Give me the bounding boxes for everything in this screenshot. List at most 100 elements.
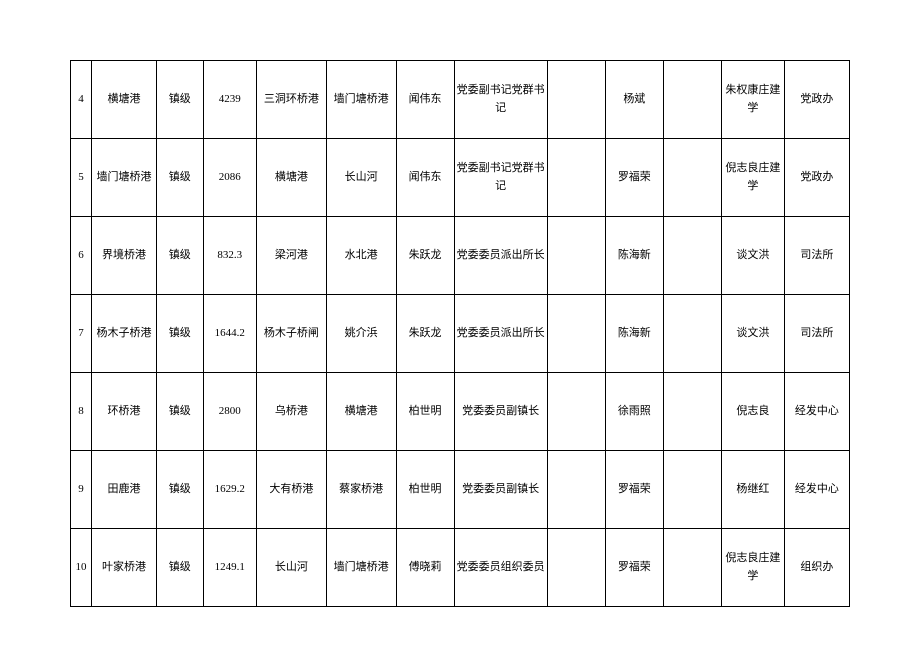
- cell-value: 2086: [203, 139, 256, 217]
- cell-end: 墙门塘桥港: [326, 61, 396, 139]
- cell-name: 横塘港: [91, 61, 156, 139]
- cell-blank: [547, 529, 605, 607]
- cell-value: 1629.2: [203, 451, 256, 529]
- cell-person2: 徐雨照: [605, 373, 663, 451]
- cell-level: 镇级: [157, 217, 204, 295]
- cell-idx: 7: [71, 295, 92, 373]
- cell-value: 1249.1: [203, 529, 256, 607]
- cell-start: 乌桥港: [257, 373, 327, 451]
- cell-idx: 5: [71, 139, 92, 217]
- cell-person2: 陈海新: [605, 217, 663, 295]
- cell-blank: [663, 451, 721, 529]
- cell-value: 4239: [203, 61, 256, 139]
- cell-title: 党委委员副镇长: [454, 373, 547, 451]
- cell-title: 党委委员派出所长: [454, 295, 547, 373]
- cell-dept: 经发中心: [784, 451, 849, 529]
- cell-end: 蔡家桥港: [326, 451, 396, 529]
- cell-blank: [547, 139, 605, 217]
- cell-person1: 闻伟东: [396, 139, 454, 217]
- table-row: 7 杨木子桥港 镇级 1644.2 杨木子桥闸 姚介浜 朱跃龙 党委委员派出所长…: [71, 295, 850, 373]
- cell-blank: [547, 373, 605, 451]
- cell-start: 杨木子桥闸: [257, 295, 327, 373]
- cell-start: 横塘港: [257, 139, 327, 217]
- cell-end: 墙门塘桥港: [326, 529, 396, 607]
- cell-level: 镇级: [157, 139, 204, 217]
- cell-blank: [663, 217, 721, 295]
- cell-idx: 4: [71, 61, 92, 139]
- cell-level: 镇级: [157, 451, 204, 529]
- cell-title: 党委副书记党群书记: [454, 139, 547, 217]
- cell-blank: [663, 373, 721, 451]
- cell-value: 2800: [203, 373, 256, 451]
- cell-name: 界境桥港: [91, 217, 156, 295]
- cell-person3: 倪志良庄建学: [722, 529, 785, 607]
- cell-person3: 倪志良: [722, 373, 785, 451]
- cell-blank: [547, 217, 605, 295]
- cell-level: 镇级: [157, 61, 204, 139]
- cell-person1: 朱跃龙: [396, 295, 454, 373]
- cell-name: 田鹿港: [91, 451, 156, 529]
- cell-person1: 傅晓莉: [396, 529, 454, 607]
- cell-person2: 罗福荣: [605, 139, 663, 217]
- cell-blank: [547, 61, 605, 139]
- cell-blank: [663, 529, 721, 607]
- cell-dept: 党政办: [784, 139, 849, 217]
- cell-blank: [663, 139, 721, 217]
- cell-person2: 罗福荣: [605, 451, 663, 529]
- cell-blank: [547, 451, 605, 529]
- cell-idx: 9: [71, 451, 92, 529]
- cell-name: 杨木子桥港: [91, 295, 156, 373]
- cell-idx: 6: [71, 217, 92, 295]
- cell-person2: 杨斌: [605, 61, 663, 139]
- cell-title: 党委委员派出所长: [454, 217, 547, 295]
- cell-blank: [547, 295, 605, 373]
- cell-level: 镇级: [157, 373, 204, 451]
- cell-title: 党委副书记党群书记: [454, 61, 547, 139]
- cell-level: 镇级: [157, 529, 204, 607]
- cell-dept: 司法所: [784, 295, 849, 373]
- cell-dept: 组织办: [784, 529, 849, 607]
- data-table: 4 横塘港 镇级 4239 三洞环桥港 墙门塘桥港 闻伟东 党委副书记党群书记 …: [70, 60, 850, 607]
- cell-end: 水北港: [326, 217, 396, 295]
- cell-person2: 罗福荣: [605, 529, 663, 607]
- cell-name: 叶家桥港: [91, 529, 156, 607]
- cell-person3: 谈文洪: [722, 217, 785, 295]
- cell-start: 长山河: [257, 529, 327, 607]
- table-row: 10 叶家桥港 镇级 1249.1 长山河 墙门塘桥港 傅晓莉 党委委员组织委员…: [71, 529, 850, 607]
- cell-end: 姚介浜: [326, 295, 396, 373]
- cell-start: 三洞环桥港: [257, 61, 327, 139]
- cell-level: 镇级: [157, 295, 204, 373]
- cell-person1: 朱跃龙: [396, 217, 454, 295]
- cell-dept: 司法所: [784, 217, 849, 295]
- cell-person3: 倪志良庄建学: [722, 139, 785, 217]
- table-row: 9 田鹿港 镇级 1629.2 大有桥港 蔡家桥港 柏世明 党委委员副镇长 罗福…: [71, 451, 850, 529]
- cell-value: 1644.2: [203, 295, 256, 373]
- table-row: 6 界境桥港 镇级 832.3 梁河港 水北港 朱跃龙 党委委员派出所长 陈海新…: [71, 217, 850, 295]
- table-row: 8 环桥港 镇级 2800 乌桥港 横塘港 柏世明 党委委员副镇长 徐雨照 倪志…: [71, 373, 850, 451]
- cell-end: 长山河: [326, 139, 396, 217]
- cell-person1: 柏世明: [396, 451, 454, 529]
- cell-blank: [663, 61, 721, 139]
- cell-name: 墙门塘桥港: [91, 139, 156, 217]
- cell-person1: 闻伟东: [396, 61, 454, 139]
- cell-blank: [663, 295, 721, 373]
- cell-title: 党委委员副镇长: [454, 451, 547, 529]
- cell-dept: 经发中心: [784, 373, 849, 451]
- cell-value: 832.3: [203, 217, 256, 295]
- cell-idx: 10: [71, 529, 92, 607]
- cell-title: 党委委员组织委员: [454, 529, 547, 607]
- cell-person3: 朱权康庄建学: [722, 61, 785, 139]
- cell-idx: 8: [71, 373, 92, 451]
- cell-start: 大有桥港: [257, 451, 327, 529]
- cell-person2: 陈海新: [605, 295, 663, 373]
- cell-dept: 党政办: [784, 61, 849, 139]
- table-row: 4 横塘港 镇级 4239 三洞环桥港 墙门塘桥港 闻伟东 党委副书记党群书记 …: [71, 61, 850, 139]
- cell-end: 横塘港: [326, 373, 396, 451]
- table-row: 5 墙门塘桥港 镇级 2086 横塘港 长山河 闻伟东 党委副书记党群书记 罗福…: [71, 139, 850, 217]
- cell-person3: 谈文洪: [722, 295, 785, 373]
- cell-person1: 柏世明: [396, 373, 454, 451]
- table-body: 4 横塘港 镇级 4239 三洞环桥港 墙门塘桥港 闻伟东 党委副书记党群书记 …: [71, 61, 850, 607]
- cell-start: 梁河港: [257, 217, 327, 295]
- cell-name: 环桥港: [91, 373, 156, 451]
- cell-person3: 杨继红: [722, 451, 785, 529]
